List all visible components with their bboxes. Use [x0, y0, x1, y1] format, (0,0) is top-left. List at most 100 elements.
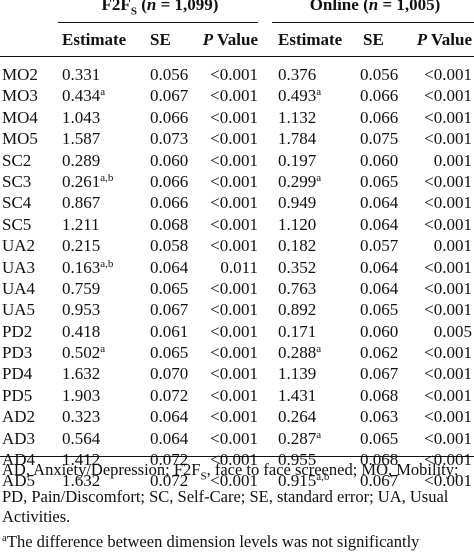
f2f-se-text: 0.064 [150, 257, 189, 277]
f2f-se: 0.065 [150, 278, 188, 299]
row-label: MO4 [2, 107, 38, 128]
online-estimate-text: 0.182 [278, 236, 317, 256]
f2f-estimate: 0.323 [62, 406, 100, 430]
f2f-pvalue: <0.001 [200, 85, 258, 106]
online-estimate-text: 0.197 [278, 150, 317, 170]
online-estimate-footnote-mark: a [316, 171, 322, 184]
online-se: 0.057 [360, 235, 398, 256]
table-footnote: AD, Anxiety/Depression; F2FS, face to fa… [2, 460, 459, 527]
f2f-estimate: 0.759 [62, 278, 100, 302]
online-pvalue-text: <0.001 [424, 86, 472, 106]
f2f-estimate-text: 0.502 [62, 343, 101, 363]
f2f-se-text: 0.066 [150, 193, 189, 213]
online-se-text: 0.065 [360, 171, 399, 191]
row-label: SC5 [2, 214, 31, 235]
f2f-se: 0.064 [150, 428, 188, 449]
f2f-se: 0.066 [150, 171, 188, 192]
online-pvalue: <0.001 [410, 192, 472, 213]
f2f-pvalue: <0.001 [200, 385, 258, 406]
row-label: MO5 [2, 128, 38, 149]
online-estimate: 0.892 [278, 299, 316, 323]
f2f-estimate: 0.502a [62, 342, 105, 366]
f2f-estimate-text: 0.289 [62, 150, 101, 170]
online-se-text: 0.060 [360, 321, 399, 341]
online-pvalue: <0.001 [410, 107, 472, 128]
online-pvalue-text: <0.001 [424, 129, 472, 149]
online-se-text: 0.063 [360, 407, 399, 427]
online-estimate: 1.120 [278, 214, 316, 238]
online-estimate-text: 0.949 [278, 193, 317, 213]
online-se-text: 0.075 [360, 129, 399, 149]
online-se-text: 0.065 [360, 300, 399, 320]
online-estimate-text: 0.955 [278, 450, 317, 470]
f2f-estimate: 0.564 [62, 428, 100, 452]
row-label: UA2 [2, 235, 35, 256]
f2f-estimate-text: 1.043 [62, 107, 101, 127]
online-se-text: 0.056 [360, 65, 399, 84]
online-pvalue-text: <0.001 [424, 385, 472, 405]
f2f-se: 0.060 [150, 150, 188, 171]
f2f-se-text: 0.067 [150, 86, 189, 106]
online-estimate: 0.288a [278, 342, 321, 366]
online-se-text: 0.068 [360, 450, 399, 470]
table-row: PD5 1.903 0.072 <0.001 1.431 0.068 <0.001 [0, 385, 474, 406]
online-se: 0.064 [360, 257, 398, 278]
f2f-se-text: 0.072 [150, 385, 189, 405]
row-label: PD2 [2, 321, 32, 342]
online-se: 0.060 [360, 150, 398, 171]
f2f-pvalue-text: <0.001 [210, 321, 258, 341]
f2f-pvalue-text: <0.001 [210, 86, 258, 106]
col-estimate-f2f: Estimate [62, 30, 127, 49]
online-estimate-text: 0.299 [278, 171, 317, 191]
online-se-text: 0.060 [360, 150, 399, 170]
online-estimate: 0.352 [278, 257, 316, 281]
online-se: 0.064 [360, 214, 398, 235]
f2f-group-header: F2FS (n = 1,099) [101, 0, 219, 18]
online-estimate: 0.763 [278, 278, 316, 302]
f2f-pvalue: <0.001 [200, 171, 258, 192]
online-estimate: 0.493a [278, 85, 321, 109]
f2f-pvalue-text: <0.001 [210, 150, 258, 170]
online-estimate-text: 0.376 [278, 65, 317, 84]
f2f-se: 0.066 [150, 107, 188, 128]
f2f-pvalue: <0.001 [200, 192, 258, 213]
f2f-pvalue-text: <0.001 [210, 343, 258, 363]
online-estimate-text: 1.784 [278, 129, 317, 149]
col-se-online: SE [363, 30, 384, 49]
f2f-estimate: 1.903 [62, 385, 100, 409]
f2f-estimate: 0.953 [62, 299, 100, 323]
online-estimate: 0.299a [278, 171, 321, 195]
f2f-estimate-text: 0.759 [62, 278, 101, 298]
f2f-estimate: 0.331 [62, 64, 100, 88]
row-label-text: PD4 [2, 364, 33, 384]
table-row: PD3 0.502a 0.065 <0.001 0.288a 0.062 <0.001 [0, 342, 474, 363]
online-se: 0.066 [360, 107, 398, 128]
col-estimate-online: Estimate [278, 30, 343, 49]
f2f-estimate-text: 0.331 [62, 65, 101, 84]
online-estimate-text: 0.892 [278, 300, 317, 320]
f2f-pvalue: <0.001 [200, 428, 258, 449]
online-estimate-text: 1.132 [278, 107, 317, 127]
f2f-pvalue-text: <0.001 [210, 428, 258, 448]
row-label-text: PD2 [2, 321, 33, 341]
f2f-se-text: 0.070 [150, 364, 189, 384]
table-row: MO5 1.587 0.073 <0.001 1.784 0.075 <0.001 [0, 128, 474, 149]
f2f-se-text: 0.072 [150, 471, 189, 491]
online-pvalue: <0.001 [410, 428, 472, 449]
online-estimate: 0.915a,b [278, 470, 329, 494]
f2f-estimate-footnote-mark: a [100, 343, 106, 356]
f2f-pvalue-text: <0.001 [210, 450, 258, 470]
f2f-estimate-text: 0.564 [62, 428, 101, 448]
f2f-se: 0.072 [150, 385, 188, 406]
f2f-se: 0.072 [150, 470, 188, 491]
f2f-se: 0.064 [150, 257, 188, 278]
f2f-se-text: 0.068 [150, 214, 189, 234]
online-se: 0.068 [360, 385, 398, 406]
f2f-se: 0.061 [150, 321, 188, 342]
f2f-pvalue: <0.001 [200, 64, 258, 85]
f2f-estimate-text: 0.867 [62, 193, 101, 213]
row-label-text: UA3 [2, 257, 36, 277]
f2f-estimate: 1.412 [62, 449, 100, 473]
table-row: UA2 0.215 0.058 <0.001 0.182 0.057 0.001 [0, 235, 474, 256]
